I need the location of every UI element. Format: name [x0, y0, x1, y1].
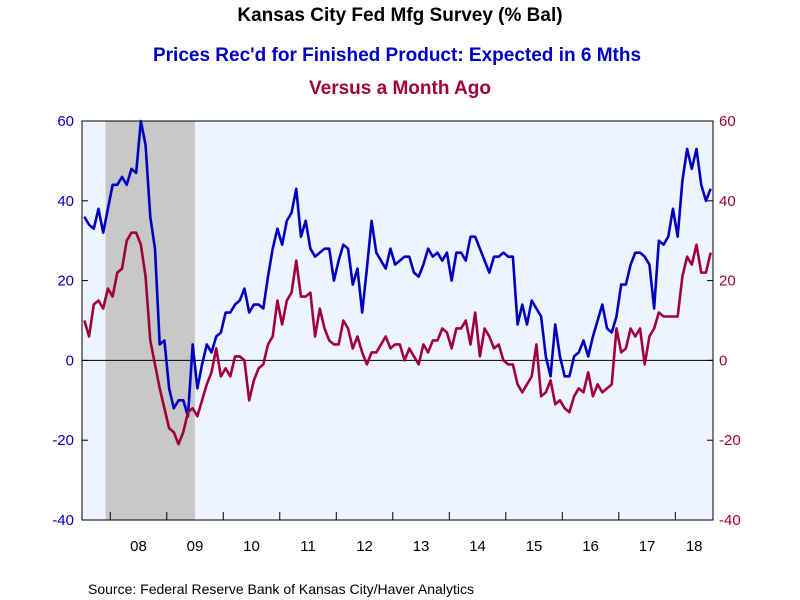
- x-tick-label: 08: [130, 538, 147, 555]
- x-tick-label: 14: [469, 538, 486, 555]
- source-note: Source: Federal Reserve Bank of Kansas C…: [88, 581, 474, 597]
- x-tick-label: 10: [243, 538, 260, 555]
- chart-title: Kansas City Fed Mfg Survey (% Bal): [237, 5, 562, 26]
- y-left-tick-label: 40: [57, 193, 74, 210]
- x-tick-label: 15: [526, 538, 543, 555]
- y-left-tick-label: -40: [52, 512, 74, 529]
- series-line-prices-expected-6-mths: [83, 119, 712, 418]
- x-tick-label: 13: [413, 538, 430, 555]
- y-right-tick-label: 40: [719, 193, 736, 210]
- chart-subtitle-blue: Prices Rec'd for Finished Product: Expec…: [153, 45, 641, 66]
- x-tick-label: 17: [639, 538, 656, 555]
- x-tick-label: 11: [300, 538, 316, 555]
- y-right-tick-label: 60: [719, 113, 736, 130]
- y-left-tick-label: -20: [52, 432, 74, 449]
- x-tick-label: 09: [187, 538, 204, 555]
- x-tick-label: 12: [356, 538, 373, 555]
- x-tick-label: 18: [686, 538, 703, 555]
- y-right-tick-label: -40: [719, 512, 741, 529]
- y-left-tick-label: 60: [57, 113, 74, 130]
- recession-shading: [105, 121, 196, 520]
- y-right-tick-label: 20: [719, 273, 736, 290]
- series-line-versus-month-ago: [83, 231, 712, 446]
- plot-frame: [81, 120, 714, 521]
- y-right-tick-label: 0: [719, 352, 727, 369]
- y-left-tick-label: 20: [57, 273, 74, 290]
- y-left-tick-label: 0: [66, 352, 74, 369]
- y-right-tick-label: -20: [719, 432, 741, 449]
- chart-subtitle-red: Versus a Month Ago: [309, 78, 491, 99]
- x-tick-label: 16: [582, 538, 599, 555]
